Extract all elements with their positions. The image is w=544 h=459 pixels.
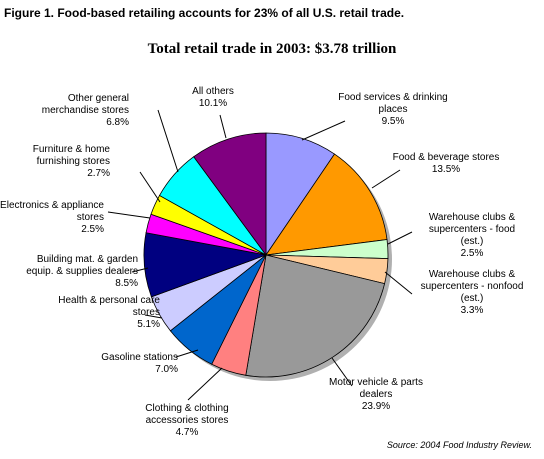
leader-line [371,169,401,189]
leader-line [139,171,161,203]
pie-slice [193,132,267,257]
pie-slice [245,254,386,378]
slice-label: Furniture & home furnishing stores 2.7% [33,144,111,179]
slice-label: Electronics & appliance stores 2.5% [0,200,104,235]
slice-label: Warehouse clubs & supercenters - nonfood(… [421,269,524,316]
slice-label: Food services & drinking places 9.5% [338,92,448,127]
leader-line [144,314,163,319]
slice-label: Other general merchandise stores 6.8% [42,93,129,128]
pie-slice [265,153,388,256]
slice-label: Food & beverage stores 13.5% [393,152,500,175]
chart-title: Total retail trade in 2003: $3.78 trilli… [147,41,397,57]
leader-line [387,231,413,245]
leader-line [107,211,151,219]
leader-line [384,271,413,295]
leader-line [157,109,179,173]
leader-line [175,349,199,358]
slice-label: All others 10.1% [192,86,234,109]
leader-line [187,367,223,401]
slice-label: Building mat. & garden equip. & supplies … [26,254,138,289]
leader-line [131,267,149,273]
leader-line [301,120,346,141]
slice-label: Gasoline stations 7.0% [101,352,178,375]
leader-line [219,114,227,139]
figure-title: Figure 1. Food-based retailing accounts … [4,6,405,20]
source-note: Source: 2004 Food Industry Review. [386,440,532,450]
slice-label: Motor vehicle & parts dealers 23.9% [329,377,423,412]
slice-label: Warehouse clubs & supercenters - food (est… [429,212,516,259]
slice-label: Clothing & clothing accessories stores 4.7… [145,403,228,438]
leader-line [331,357,353,387]
slice-label: Health & personal care stores 5.1% [58,295,160,330]
